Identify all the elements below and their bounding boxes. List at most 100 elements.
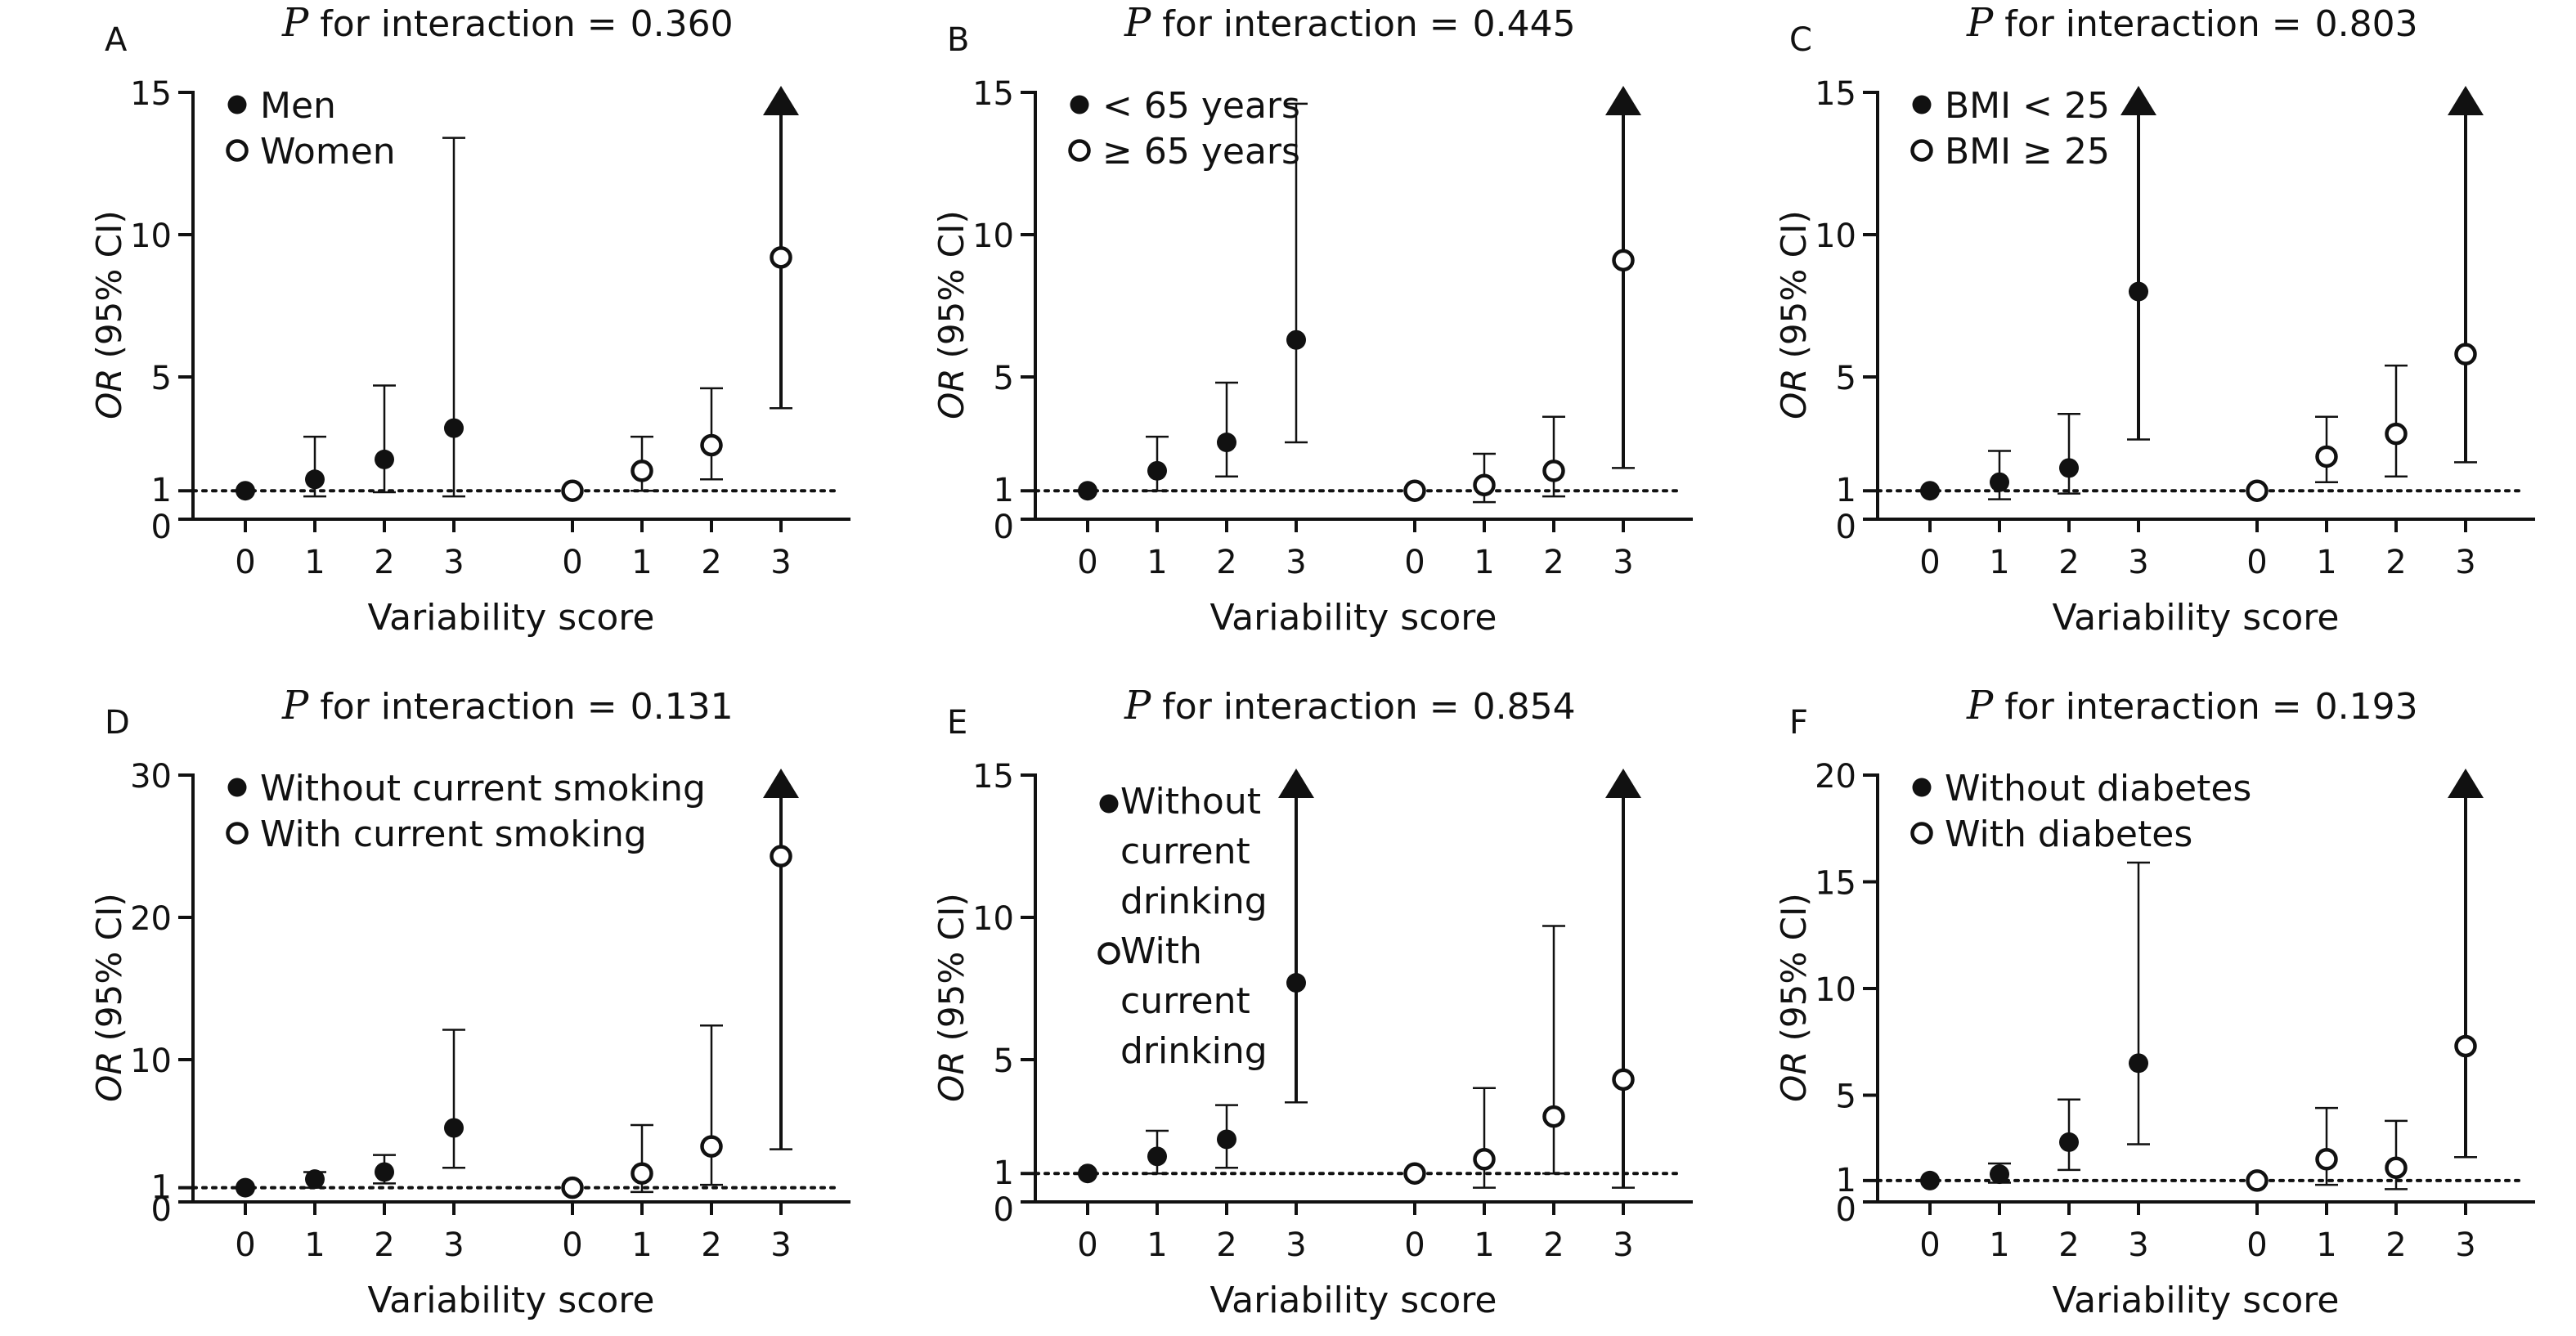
y-axis-label: OR (95% CI) — [89, 893, 129, 1101]
legend-label-line: Without — [1120, 781, 1261, 823]
legend-marker-filled — [1070, 95, 1089, 114]
x-tick-label: 3 — [2455, 544, 2475, 581]
error-arrow-up — [2448, 86, 2484, 115]
point-open — [2315, 1148, 2338, 1171]
legend-marker-open — [1097, 942, 1120, 965]
point-open — [561, 479, 584, 502]
y-label-or: OR — [931, 1051, 972, 1101]
point-filled — [1147, 460, 1167, 481]
point-open — [1542, 460, 1565, 482]
title-p-value: 0.193 — [2315, 686, 2418, 728]
y-tick-label: 5 — [151, 360, 172, 397]
point-filled — [1990, 1164, 2009, 1185]
legend-marker-open — [1910, 822, 1933, 845]
x-tick-label: 0 — [1404, 1226, 1425, 1264]
point-open — [1473, 473, 1496, 496]
title-p-value: 0.803 — [2315, 3, 2418, 45]
title-p: P — [281, 0, 309, 46]
y-tick-label: 10 — [972, 900, 1014, 938]
point-filled — [1990, 472, 2009, 492]
y-label-or: OR — [89, 368, 129, 419]
x-tick-label: 1 — [631, 544, 652, 581]
panel-letter: B — [947, 21, 969, 59]
y-tick-label: 10 — [972, 217, 1014, 255]
error-arrow-up — [2120, 86, 2156, 115]
point-open — [1403, 1162, 1426, 1185]
point-filled — [1286, 330, 1306, 350]
x-tick-label: 1 — [2316, 544, 2336, 581]
x-tick-label: 1 — [1474, 544, 1494, 581]
x-tick-label: 3 — [770, 544, 791, 581]
legend-marker-filled — [227, 778, 247, 797]
point-filled — [1920, 481, 1940, 501]
x-tick-label: 1 — [1989, 544, 2009, 581]
y-tick-label: 0 — [151, 509, 172, 546]
x-tick-label: 0 — [562, 544, 582, 581]
y-tick-label: 5 — [1836, 360, 1856, 397]
error-arrow-up — [1605, 86, 1641, 115]
point-filled — [1078, 481, 1097, 501]
point-open — [2246, 479, 2269, 502]
x-tick-label: 0 — [1077, 544, 1097, 581]
y-axis-label: OR (95% CI) — [931, 893, 972, 1101]
x-tick-label: 0 — [2246, 1226, 2267, 1264]
point-open — [2454, 343, 2477, 365]
x-tick-label: 2 — [1543, 544, 1564, 581]
point-open — [631, 1162, 653, 1185]
y-tick-label: 0 — [1836, 1191, 1856, 1229]
x-tick-label: 3 — [2128, 1226, 2148, 1264]
point-filled — [236, 1177, 255, 1198]
y-tick-label: 0 — [151, 1191, 172, 1229]
title-p-value: 0.445 — [1473, 3, 1576, 45]
y-tick-label: 15 — [1815, 75, 1856, 113]
point-open — [1612, 1068, 1635, 1092]
legend-marker-open — [226, 139, 249, 162]
legend-label: Women — [260, 131, 396, 173]
panel-letter: E — [947, 704, 967, 742]
x-tick-label: 1 — [1474, 1226, 1494, 1264]
title-p-value: 0.360 — [631, 3, 734, 45]
error-arrow-up — [763, 86, 799, 115]
x-axis-label: Variability score — [1209, 597, 1497, 639]
x-tick-label: 0 — [562, 1226, 582, 1264]
title-p: P — [1124, 0, 1151, 46]
error-arrow-up — [2448, 769, 2484, 798]
x-axis-label: Variability score — [367, 1280, 654, 1321]
x-tick-label: 3 — [1613, 544, 1633, 581]
y-tick-label: 0 — [994, 1191, 1014, 1229]
point-filled — [1217, 433, 1236, 453]
y-label-or: OR — [1774, 1051, 1814, 1101]
y-label-ci: (95% CI) — [931, 893, 972, 1041]
point-filled — [2059, 1132, 2079, 1152]
title-p: P — [1966, 0, 1994, 46]
title-text: for interaction = — [2004, 686, 2301, 728]
point-open — [770, 246, 792, 269]
legend-marker-filled — [1912, 778, 1932, 797]
title-p: P — [1966, 683, 1994, 729]
legend-label-line: current — [1120, 831, 1250, 872]
y-tick-label: 1 — [1836, 472, 1856, 509]
x-axis-label: Variability score — [2052, 597, 2339, 639]
y-axis-label: OR (95% CI) — [1774, 210, 1814, 419]
x-tick-label: 0 — [1404, 544, 1425, 581]
y-tick-label: 20 — [1815, 758, 1856, 796]
point-filled — [1147, 1146, 1167, 1167]
point-open — [631, 460, 653, 482]
point-filled — [236, 481, 255, 501]
y-label-or: OR — [89, 1051, 129, 1101]
y-axis-label: OR (95% CI) — [89, 210, 129, 419]
y-tick-label: 10 — [1815, 217, 1856, 255]
legend-label: BMI < 25 — [1945, 85, 2110, 127]
point-filled — [375, 1162, 394, 1182]
panel-letter: D — [105, 704, 130, 742]
x-tick-label: 3 — [1286, 1226, 1306, 1264]
legend-marker-open — [1910, 139, 1933, 162]
legend-label-line: With — [1120, 930, 1202, 972]
y-tick-label: 15 — [972, 75, 1014, 113]
point-filled — [1286, 973, 1306, 993]
